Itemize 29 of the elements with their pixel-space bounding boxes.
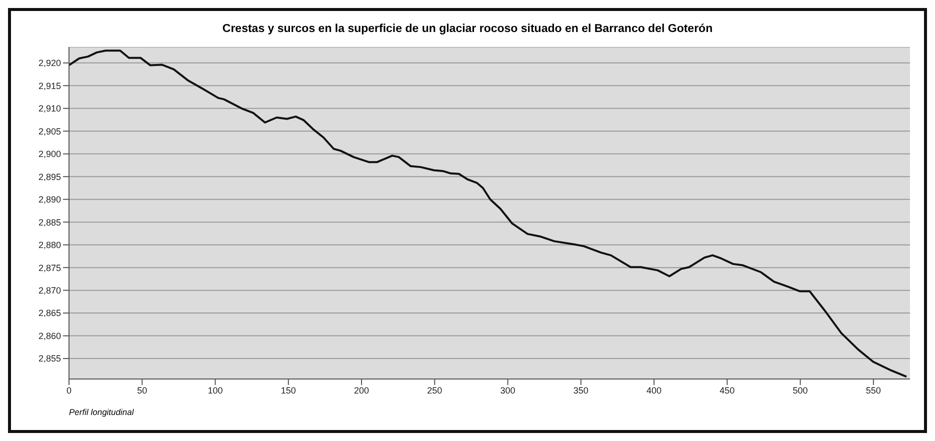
x-tick-label: 250 xyxy=(427,385,442,396)
y-tick-label: 2,880 xyxy=(38,240,61,250)
x-tick-label: 300 xyxy=(500,385,516,396)
x-tick-label: 400 xyxy=(646,385,662,396)
y-tick-label: 2,920 xyxy=(38,58,61,68)
y-tick-label: 2,860 xyxy=(38,330,61,341)
x-tick-label: 500 xyxy=(792,385,808,396)
x-tick-label: 50 xyxy=(137,385,148,396)
chart-title: Crestas y surcos en la superficie de un glaciar rocoso situado en el Barranco del Goterón xyxy=(221,23,714,35)
x-tick-label: 350 xyxy=(573,385,588,396)
line-series xyxy=(69,50,908,378)
x-tick-label: 200 xyxy=(354,385,370,396)
y-tick-label: 2,900 xyxy=(38,149,61,160)
y-tick-label: 2,915 xyxy=(38,80,61,91)
x-tick-label: 150 xyxy=(280,385,296,396)
y-tick-label: 2,890 xyxy=(38,194,61,205)
x-tick-label: 450 xyxy=(720,385,735,396)
y-tick-label: 2,905 xyxy=(38,126,61,136)
y-tick-label: 2,910 xyxy=(38,104,61,114)
x-tick-label: 0 xyxy=(66,385,72,396)
x-tick-label: 100 xyxy=(208,385,223,396)
y-tick-label: 2,895 xyxy=(38,172,61,182)
x-axis-title: Perfil longitudinal xyxy=(69,407,134,417)
y-tick-label: 2,875 xyxy=(38,262,61,273)
y-tick-label: 2,885 xyxy=(38,217,61,228)
y-tick-label: 2,870 xyxy=(38,286,61,296)
y-tick-label: 2,855 xyxy=(38,354,61,364)
x-tick-label: 550 xyxy=(866,385,881,396)
y-tick-label: 2,865 xyxy=(38,308,61,318)
